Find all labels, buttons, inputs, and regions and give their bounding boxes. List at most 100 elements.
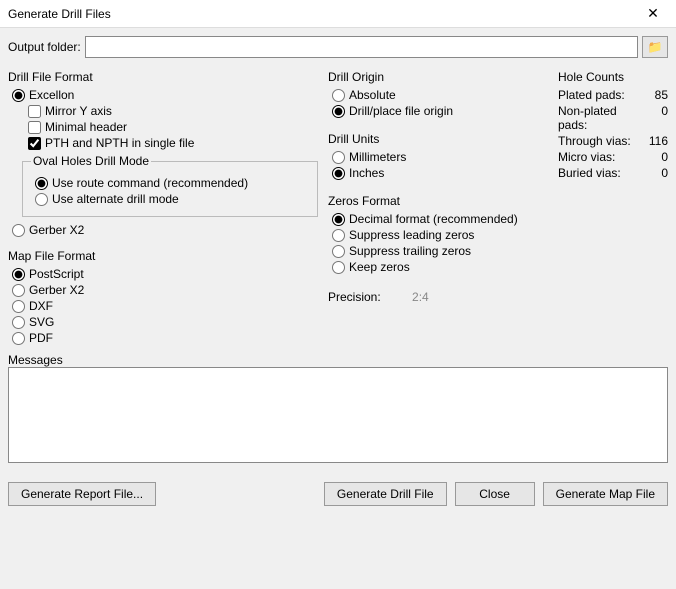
excellon-label: Excellon bbox=[29, 88, 74, 102]
pth-single-label: PTH and NPTH in single file bbox=[45, 136, 194, 150]
pth-single-checkbox[interactable]: PTH and NPTH in single file bbox=[28, 136, 318, 150]
gerber-x2-radio[interactable]: Gerber X2 bbox=[12, 223, 318, 237]
map-postscript-label: PostScript bbox=[29, 267, 84, 281]
count-buried: Buried vias: 0 bbox=[558, 166, 668, 180]
map-file-format-title: Map File Format bbox=[8, 249, 318, 263]
count-through-label: Through vias: bbox=[558, 134, 631, 148]
origin-file-radio[interactable]: Drill/place file origin bbox=[332, 104, 548, 118]
drill-units-title: Drill Units bbox=[328, 132, 548, 146]
count-buried-value: 0 bbox=[640, 166, 668, 180]
button-bar: Generate Report File... Generate Drill F… bbox=[0, 474, 676, 514]
map-pdf-radio[interactable]: PDF bbox=[12, 331, 318, 345]
zeros-leading-label: Suppress leading zeros bbox=[349, 228, 474, 242]
map-pdf-input[interactable] bbox=[12, 332, 25, 345]
origin-absolute-radio[interactable]: Absolute bbox=[332, 88, 548, 102]
zeros-keep-label: Keep zeros bbox=[349, 260, 410, 274]
count-buried-label: Buried vias: bbox=[558, 166, 621, 180]
count-through-value: 116 bbox=[640, 134, 668, 148]
minimal-header-input[interactable] bbox=[28, 121, 41, 134]
zeros-leading-input[interactable] bbox=[332, 229, 345, 242]
count-nonplated: Non-plated pads: 0 bbox=[558, 104, 668, 132]
close-icon[interactable]: ✕ bbox=[638, 4, 668, 24]
hole-counts-title: Hole Counts bbox=[558, 70, 668, 84]
precision-label: Precision: bbox=[328, 290, 381, 304]
count-through: Through vias: 116 bbox=[558, 134, 668, 148]
count-plated-label: Plated pads: bbox=[558, 88, 625, 102]
close-button[interactable]: Close bbox=[455, 482, 535, 506]
pth-single-input[interactable] bbox=[28, 137, 41, 150]
units-in-radio[interactable]: Inches bbox=[332, 166, 548, 180]
generate-drill-button[interactable]: Generate Drill File bbox=[324, 482, 447, 506]
units-in-input[interactable] bbox=[332, 167, 345, 180]
excellon-radio-input[interactable] bbox=[12, 89, 25, 102]
generate-report-button[interactable]: Generate Report File... bbox=[8, 482, 156, 506]
browse-folder-button[interactable]: 📁 bbox=[642, 36, 668, 58]
mirror-y-checkbox[interactable]: Mirror Y axis bbox=[28, 104, 318, 118]
drill-origin-title: Drill Origin bbox=[328, 70, 548, 84]
messages-label: Messages bbox=[8, 353, 668, 367]
map-postscript-input[interactable] bbox=[12, 268, 25, 281]
units-in-label: Inches bbox=[349, 166, 384, 180]
map-gerber-input[interactable] bbox=[12, 284, 25, 297]
oval-holes-legend: Oval Holes Drill Mode bbox=[31, 154, 151, 168]
zeros-format-title: Zeros Format bbox=[328, 194, 548, 208]
count-micro-label: Micro vias: bbox=[558, 150, 615, 164]
title-bar: Generate Drill Files ✕ bbox=[0, 0, 676, 28]
count-plated-value: 85 bbox=[640, 88, 668, 102]
generate-map-button[interactable]: Generate Map File bbox=[543, 482, 668, 506]
oval-route-radio[interactable]: Use route command (recommended) bbox=[35, 176, 309, 190]
dialog-content: Output folder: 📁 Drill File Format Excel… bbox=[0, 28, 676, 470]
map-dxf-input[interactable] bbox=[12, 300, 25, 313]
zeros-decimal-label: Decimal format (recommended) bbox=[349, 212, 518, 226]
zeros-trailing-label: Suppress trailing zeros bbox=[349, 244, 471, 258]
mirror-y-label: Mirror Y axis bbox=[45, 104, 112, 118]
messages-textarea[interactable] bbox=[8, 367, 668, 463]
oval-alt-radio[interactable]: Use alternate drill mode bbox=[35, 192, 309, 206]
precision-row: Precision: 2:4 bbox=[328, 290, 548, 304]
origin-file-label: Drill/place file origin bbox=[349, 104, 453, 118]
output-folder-row: Output folder: 📁 bbox=[8, 36, 668, 58]
precision-value: 2:4 bbox=[412, 290, 429, 304]
excellon-radio[interactable]: Excellon bbox=[12, 88, 318, 102]
minimal-header-label: Minimal header bbox=[45, 120, 127, 134]
oval-holes-group: Oval Holes Drill Mode Use route command … bbox=[22, 154, 318, 217]
minimal-header-checkbox[interactable]: Minimal header bbox=[28, 120, 318, 134]
oval-alt-input[interactable] bbox=[35, 193, 48, 206]
map-pdf-label: PDF bbox=[29, 331, 53, 345]
mirror-y-input[interactable] bbox=[28, 105, 41, 118]
oval-route-input[interactable] bbox=[35, 177, 48, 190]
folder-icon: 📁 bbox=[648, 40, 663, 54]
gerber-x2-label: Gerber X2 bbox=[29, 223, 84, 237]
map-svg-radio[interactable]: SVG bbox=[12, 315, 318, 329]
units-mm-radio[interactable]: Millimeters bbox=[332, 150, 548, 164]
map-dxf-label: DXF bbox=[29, 299, 53, 313]
origin-file-input[interactable] bbox=[332, 105, 345, 118]
origin-absolute-input[interactable] bbox=[332, 89, 345, 102]
output-folder-input[interactable] bbox=[85, 36, 638, 58]
map-dxf-radio[interactable]: DXF bbox=[12, 299, 318, 313]
drill-file-format-title: Drill File Format bbox=[8, 70, 318, 84]
zeros-keep-input[interactable] bbox=[332, 261, 345, 274]
zeros-keep-radio[interactable]: Keep zeros bbox=[332, 260, 548, 274]
map-gerber-radio[interactable]: Gerber X2 bbox=[12, 283, 318, 297]
output-folder-label: Output folder: bbox=[8, 40, 81, 54]
map-svg-label: SVG bbox=[29, 315, 54, 329]
map-postscript-radio[interactable]: PostScript bbox=[12, 267, 318, 281]
origin-absolute-label: Absolute bbox=[349, 88, 396, 102]
zeros-decimal-radio[interactable]: Decimal format (recommended) bbox=[332, 212, 548, 226]
units-mm-input[interactable] bbox=[332, 151, 345, 164]
oval-alt-label: Use alternate drill mode bbox=[52, 192, 179, 206]
zeros-decimal-input[interactable] bbox=[332, 213, 345, 226]
map-gerber-label: Gerber X2 bbox=[29, 283, 84, 297]
map-svg-input[interactable] bbox=[12, 316, 25, 329]
gerber-x2-input[interactable] bbox=[12, 224, 25, 237]
count-nonplated-value: 0 bbox=[640, 104, 668, 132]
zeros-trailing-input[interactable] bbox=[332, 245, 345, 258]
zeros-trailing-radio[interactable]: Suppress trailing zeros bbox=[332, 244, 548, 258]
count-micro: Micro vias: 0 bbox=[558, 150, 668, 164]
count-nonplated-label: Non-plated pads: bbox=[558, 104, 640, 132]
units-mm-label: Millimeters bbox=[349, 150, 406, 164]
window-title: Generate Drill Files bbox=[8, 7, 638, 21]
zeros-leading-radio[interactable]: Suppress leading zeros bbox=[332, 228, 548, 242]
count-micro-value: 0 bbox=[640, 150, 668, 164]
